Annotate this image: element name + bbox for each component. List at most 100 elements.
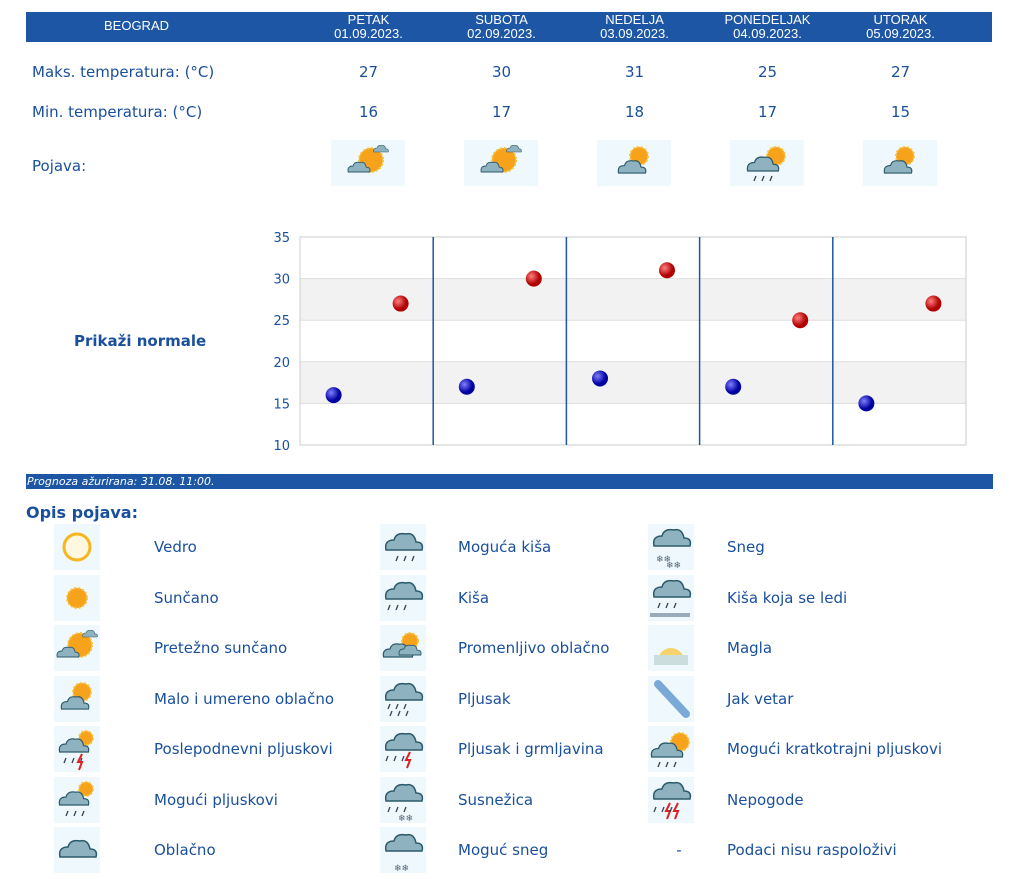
svg-text:❄❄: ❄❄ [666, 561, 681, 570]
legend-label: Malo i umereno oblačno [154, 689, 335, 708]
legend-label: Magla [727, 639, 773, 657]
y-tick-label: 25 [273, 314, 290, 329]
sneg-icon: ❄❄ ❄❄ [648, 524, 694, 571]
day-date: 01.09.2023. [334, 26, 403, 41]
suncano-icon [54, 574, 100, 621]
min-temp-label: Min. temperatura: (°C) [32, 103, 203, 121]
legend-label: Nepogode [727, 790, 804, 809]
legend-label: Mogući kratkotrajni pljuskovi [727, 740, 942, 758]
max-temp-point [392, 295, 409, 312]
max-temp-point [792, 312, 809, 329]
dash-icon: - [676, 841, 682, 859]
min-temp-value: 18 [624, 103, 645, 121]
max-temp-value: 25 [757, 63, 778, 81]
legend-title: Opis pojava: [26, 503, 138, 522]
max-temp-value: 27 [890, 63, 911, 81]
nepogode-icon [648, 776, 694, 823]
temperature-chart: 35 30 25 20 15 10 [273, 231, 967, 454]
legend-label: Pljusak [458, 689, 511, 708]
max-temp-label: Maks. temperatura: (°C) [32, 63, 215, 81]
legend-label: Moguć sneg [458, 841, 549, 859]
min-temp-value: 16 [358, 103, 379, 121]
pretezno-suncano-icon [54, 625, 100, 671]
y-tick-label: 30 [273, 273, 290, 288]
legend-label: Sunčano [154, 588, 219, 607]
susnezica-icon: ❄❄ [380, 776, 426, 824]
day-header: PONEDELJAK 04.09.2023. [701, 12, 834, 41]
legend-label: Sneg [727, 538, 765, 556]
day-date: 02.09.2023. [467, 26, 536, 41]
legend-label: Kiša koja se ledi [727, 588, 848, 607]
pretezno-suncano-icon [331, 140, 405, 186]
max-temp-point [925, 295, 942, 312]
svg-text:❄❄: ❄❄ [394, 864, 409, 873]
kisa-icon [380, 574, 426, 621]
legend-label: Oblačno [154, 841, 216, 859]
grid-band [300, 361, 966, 404]
day-header: SUBOTA 02.09.2023. [435, 12, 568, 41]
svg-text:❄❄: ❄❄ [398, 814, 413, 823]
day-header: UTORAK 05.09.2023. [834, 12, 967, 41]
svg-text:❄❄: ❄❄ [656, 555, 671, 565]
min-temp-point [858, 395, 875, 412]
plot-border [299, 236, 967, 446]
min-temp-point [725, 378, 742, 395]
legend-label: Susnežica [458, 790, 534, 809]
day-date: 03.09.2023. [600, 26, 669, 41]
legend-label: Podaci nisu raspoloživi [727, 841, 897, 859]
day-date: 04.09.2023. [733, 26, 802, 41]
show-normals-link[interactable]: Prikaži normale [74, 332, 207, 350]
magla-icon [648, 625, 694, 671]
legend-label: Poslepodnevni pljuskovi [154, 740, 333, 758]
y-tick-label: 20 [273, 356, 290, 371]
forecast-header: BEOGRAD PETAK 01.09.2023. SUBOTA 02.09.2023… [26, 12, 992, 42]
day-header: PETAK 01.09.2023. [302, 12, 435, 41]
min-temp-value: 15 [890, 103, 911, 121]
pljusak-icon [380, 675, 426, 722]
legend-label: Pljusak i grmljavina [458, 740, 604, 758]
jak-vetar-icon [648, 675, 694, 722]
max-temp-value: 31 [624, 63, 645, 81]
max-temp-value: 30 [491, 63, 512, 81]
min-temp-value: 17 [491, 103, 512, 121]
kisa-ledi-icon [648, 574, 694, 621]
oblacno-icon [54, 827, 100, 873]
legend-label: Mogući pljuskovi [154, 790, 278, 809]
legend-label: Jak vetar [727, 689, 794, 708]
y-tick-label: 10 [273, 439, 290, 454]
city-name: BEOGRAD [103, 18, 169, 33]
legend-label: Moguća kiša [458, 538, 552, 556]
moguci-kratkotrajni-pljuskovi-icon [730, 140, 804, 186]
moguci-kratkotrajni-pljuskovi-icon [648, 726, 694, 772]
legend-label: Promenljivo oblačno [458, 639, 610, 657]
max-temp-point [525, 270, 542, 287]
min-temp-value: 17 [757, 103, 778, 121]
poslepodnevni-pljuskovi-icon [54, 726, 100, 772]
day-name: PONEDELJAK [724, 12, 811, 27]
min-temp-point [592, 370, 608, 387]
malo-oblacno-icon [863, 140, 937, 186]
day-name: UTORAK [873, 12, 928, 27]
pljusak-grmljavina-icon [380, 726, 426, 772]
grid-band [300, 278, 966, 321]
y-tick-label: 15 [273, 397, 290, 412]
legend-label: Vedro [154, 538, 197, 556]
day-date: 05.09.2023. [866, 26, 935, 41]
y-tick-label: 35 [273, 231, 290, 246]
max-temp-value: 27 [358, 63, 379, 81]
pretezno-suncano-icon [464, 140, 538, 186]
day-name: NEDELJA [605, 12, 664, 27]
max-temp-point [659, 262, 675, 279]
moguc-sneg-icon: ❄❄ [380, 827, 426, 874]
legend-label: Pretežno sunčano [154, 639, 288, 657]
day-name: PETAK [347, 12, 390, 27]
min-temp-point [458, 378, 475, 395]
moguci-pljuskovi-icon [54, 776, 100, 823]
moguca-kisa-icon [380, 524, 426, 570]
min-temp-point [325, 387, 342, 404]
malo-oblacno-icon [54, 675, 100, 722]
promenljivo-oblacno-icon [380, 625, 426, 671]
malo-oblacno-icon [597, 140, 671, 186]
phenomenon-label: Pojava: [32, 157, 87, 175]
